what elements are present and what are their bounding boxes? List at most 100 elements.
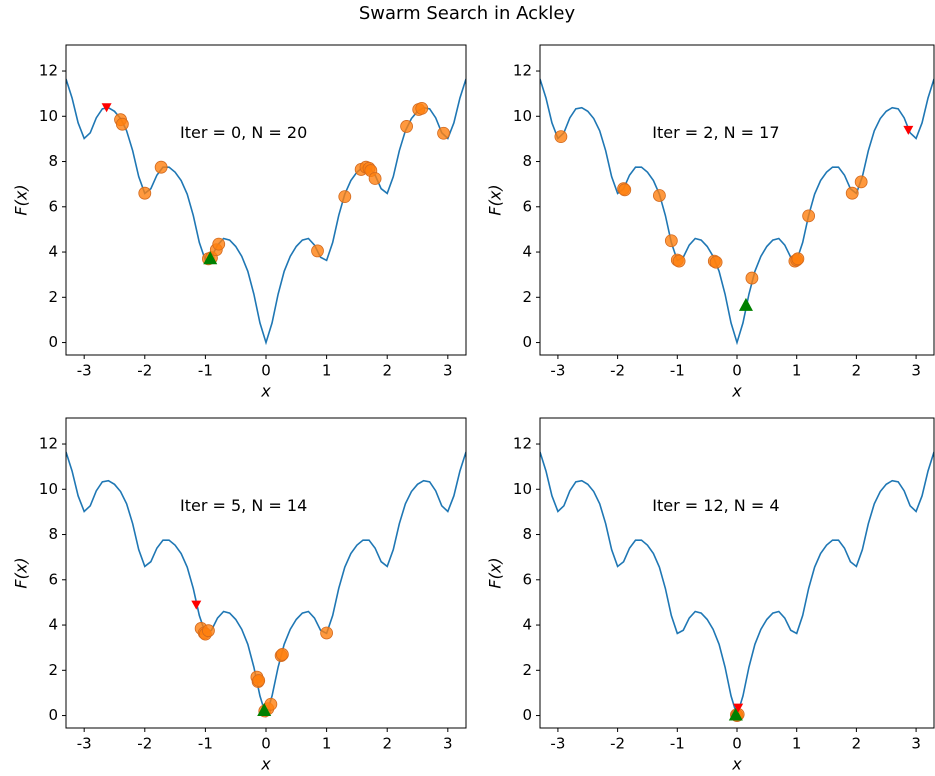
plot-area [66,78,466,346]
curve [540,78,934,346]
y-axis-label: F(x) [12,557,31,588]
x-tick-label: -2 [610,362,625,380]
x-tick-label: 1 [322,735,332,753]
annotation: Iter = 12, N = 4 [652,496,779,515]
particle [791,252,805,266]
x-tick-label: -2 [137,735,152,753]
particle [745,271,759,285]
best-marker [728,707,743,721]
x-tick-label: 2 [852,735,862,753]
particle [138,186,152,200]
particle [672,254,686,268]
particle [415,101,429,115]
particle [154,160,168,174]
curve [66,451,466,719]
x-tick-label: -1 [670,735,685,753]
x-tick-label: 1 [792,735,802,753]
worst-marker [101,103,112,113]
x-tick-label: 3 [911,735,921,753]
particle [368,172,382,185]
y-tick-label: 0 [522,333,532,351]
y-tick-label: 10 [513,107,532,125]
particle [845,186,859,200]
y-tick-label: 12 [513,62,532,80]
x-tick-label: 0 [261,735,271,753]
particle [252,674,266,687]
x-tick-label: 2 [852,362,862,380]
particle [115,117,129,131]
annotation: Iter = 0, N = 20 [180,123,307,142]
annotation: Iter = 2, N = 17 [652,123,779,142]
x-tick-label: -1 [670,362,685,380]
axes-frame [539,44,935,356]
x-tick-label: 0 [261,362,271,380]
y-tick-label: 6 [48,570,58,588]
axes-frame [65,44,467,356]
x-axis-label: x [260,755,271,774]
y-tick-label: 2 [522,288,532,306]
curve [540,451,934,719]
x-tick-label: -1 [198,362,213,380]
y-tick-label: 0 [48,333,58,351]
x-tick-label: 3 [911,362,921,380]
y-tick-label: 8 [48,525,58,543]
particle [400,120,414,133]
y-tick-label: 4 [48,616,58,634]
y-tick-label: 8 [522,525,532,543]
figure-title: Swarm Search in Ackley [359,3,576,24]
x-tick-label: 2 [382,735,392,753]
best-marker [203,251,218,265]
x-axis-label: x [731,382,742,401]
worst-marker [191,600,202,610]
axes-frame [65,417,467,729]
y-tick-label: 10 [39,480,58,498]
axes-frame [539,417,935,729]
y-tick-label: 4 [522,243,532,261]
particle [618,183,632,197]
x-tick-label: 1 [322,362,332,380]
particle [320,626,334,640]
annotation: Iter = 5, N = 14 [180,496,307,515]
y-tick-label: 4 [48,243,58,261]
best-marker [738,297,753,311]
particle [554,130,568,144]
best-marker [257,703,272,717]
x-tick-label: 1 [792,362,802,380]
y-tick-label: 0 [522,706,532,724]
y-tick-label: 0 [48,706,58,724]
y-tick-label: 6 [522,197,532,215]
plot-area [540,451,934,722]
y-tick-label: 2 [48,661,58,679]
particle [709,255,723,269]
particle [264,697,278,711]
y-tick-label: 12 [39,435,58,453]
y-axis-label: F(x) [486,557,505,588]
x-tick-label: -2 [137,362,152,380]
y-tick-label: 4 [522,616,532,634]
x-tick-label: -1 [198,735,213,753]
curve [66,78,466,346]
y-tick-label: 12 [513,435,532,453]
y-axis-label: F(x) [12,184,31,215]
y-tick-label: 8 [522,152,532,170]
worst-marker [903,125,914,135]
x-tick-label: -2 [610,735,625,753]
x-tick-label: 3 [443,362,453,380]
y-tick-label: 8 [48,152,58,170]
y-tick-label: 10 [39,107,58,125]
particle [275,648,289,661]
x-tick-label: 0 [732,362,742,380]
particle [202,624,215,638]
y-tick-label: 10 [513,480,532,498]
particle [854,175,868,189]
x-tick-label: 0 [732,735,742,753]
x-tick-label: -3 [77,362,92,380]
x-axis-label: x [260,382,271,401]
plot-area [66,451,466,719]
x-tick-label: 3 [443,735,453,753]
particle [338,190,352,204]
